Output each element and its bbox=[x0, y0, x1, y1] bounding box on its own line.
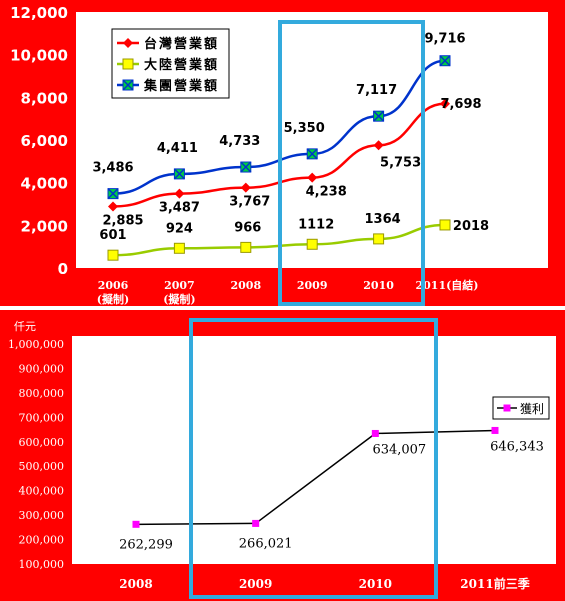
x-tick-label: 2006 (擬制) bbox=[97, 279, 129, 306]
y-tick-label: 400,000 bbox=[19, 485, 65, 498]
data-label: 5,350 bbox=[284, 121, 325, 136]
x-tick-label: 2011(自結) bbox=[415, 278, 478, 292]
unit-label: 仟元 bbox=[14, 320, 36, 333]
data-label: 7,698 bbox=[440, 97, 481, 112]
x-tick-label: 2010 bbox=[363, 279, 394, 292]
data-label: 7,117 bbox=[356, 83, 397, 98]
highlight-box bbox=[278, 20, 425, 306]
data-label: 2,885 bbox=[102, 213, 143, 228]
legend-marker bbox=[122, 79, 134, 91]
data-point bbox=[373, 233, 385, 245]
x-tick-label: 2007 (擬制) bbox=[163, 279, 195, 306]
data-label: 3,486 bbox=[92, 161, 133, 176]
plot-area bbox=[72, 336, 556, 564]
data-point bbox=[306, 148, 318, 160]
data-point bbox=[491, 426, 499, 434]
legend-marker bbox=[122, 58, 134, 70]
data-label: 4,411 bbox=[157, 141, 198, 156]
legend-marker bbox=[503, 404, 511, 412]
data-point bbox=[371, 429, 379, 437]
y-tick-label: 0 bbox=[58, 260, 68, 278]
data-point bbox=[108, 201, 118, 212]
data-point bbox=[173, 168, 185, 180]
data-point bbox=[174, 188, 185, 199]
data-point bbox=[240, 182, 251, 193]
y-tick-label: 700,000 bbox=[19, 411, 65, 424]
x-tick-label: 2011前三季 bbox=[460, 576, 530, 591]
y-tick-label: 600,000 bbox=[19, 436, 65, 449]
data-label: 2018 bbox=[453, 219, 489, 234]
y-tick-label: 2,000 bbox=[21, 217, 68, 235]
data-label: 634,007 bbox=[372, 442, 426, 457]
data-label: 3,487 bbox=[159, 201, 200, 216]
data-point bbox=[107, 188, 119, 200]
data-point bbox=[252, 519, 260, 527]
y-tick-label: 900,000 bbox=[19, 362, 65, 375]
data-label: 646,343 bbox=[490, 439, 544, 454]
data-label: 601 bbox=[99, 228, 126, 243]
legend-label: 集團營業額 bbox=[143, 78, 219, 94]
y-tick-label: 200,000 bbox=[19, 534, 65, 547]
profit-chart: 仟元 100,000 200,000 300,000 400,000 500,000 600… bbox=[0, 310, 565, 601]
data-point bbox=[373, 110, 385, 122]
series-line-2 bbox=[112, 59, 446, 195]
x-tick-label: 2008 bbox=[230, 279, 261, 292]
y-tick-label: 6,000 bbox=[21, 132, 68, 150]
legend-label: 大陸營業額 bbox=[144, 57, 219, 73]
x-tick-label: 2010 bbox=[359, 577, 392, 591]
data-point bbox=[173, 242, 185, 254]
data-label: 924 bbox=[166, 221, 193, 236]
x-tick-label: 2009 bbox=[239, 577, 272, 591]
data-point bbox=[132, 520, 140, 528]
legend-box bbox=[492, 396, 550, 420]
data-point bbox=[307, 172, 318, 183]
data-label: 266,021 bbox=[239, 536, 293, 551]
legend-label: 台灣營業額 bbox=[144, 36, 219, 52]
legend: 獲利 bbox=[492, 396, 550, 420]
data-label: 1112 bbox=[298, 217, 334, 232]
y-tick-label: 12,000 bbox=[10, 4, 68, 22]
data-label: 4,733 bbox=[219, 134, 260, 149]
data-point bbox=[439, 55, 451, 67]
data-label: 966 bbox=[234, 220, 261, 235]
highlight-box bbox=[189, 318, 438, 599]
data-label: 4,238 bbox=[306, 185, 347, 200]
y-tick-label: 300,000 bbox=[19, 509, 65, 522]
data-point bbox=[306, 238, 318, 250]
data-point bbox=[240, 241, 252, 253]
y-tick-label: 10,000 bbox=[10, 47, 68, 65]
data-point bbox=[440, 98, 450, 109]
data-label: 262,299 bbox=[119, 537, 173, 552]
y-tick-label: 100,000 bbox=[19, 558, 65, 571]
x-tick-label: 2009 bbox=[297, 279, 328, 292]
y-tick-label: 4,000 bbox=[21, 175, 68, 193]
legend-marker bbox=[123, 38, 133, 48]
y-tick-label: 1,000,000 bbox=[8, 338, 64, 351]
y-tick-label: 500,000 bbox=[19, 460, 65, 473]
data-point bbox=[107, 249, 119, 261]
x-tick-label: 2008 bbox=[119, 577, 152, 591]
revenue-chart: 0 2,000 4,000 6,000 8,000 10,000 12,000 2006 (擬制… bbox=[0, 0, 565, 306]
data-point bbox=[373, 140, 384, 151]
data-label: 1364 bbox=[365, 212, 401, 227]
legend-label: 獲利 bbox=[520, 402, 544, 416]
data-label: 5,753 bbox=[380, 155, 421, 170]
data-label: 3,767 bbox=[229, 195, 270, 210]
data-label: 9,716 bbox=[424, 32, 465, 47]
y-tick-label: 8,000 bbox=[21, 89, 68, 107]
data-point bbox=[439, 219, 451, 231]
y-tick-label: 800,000 bbox=[19, 387, 65, 400]
data-point bbox=[240, 161, 252, 173]
